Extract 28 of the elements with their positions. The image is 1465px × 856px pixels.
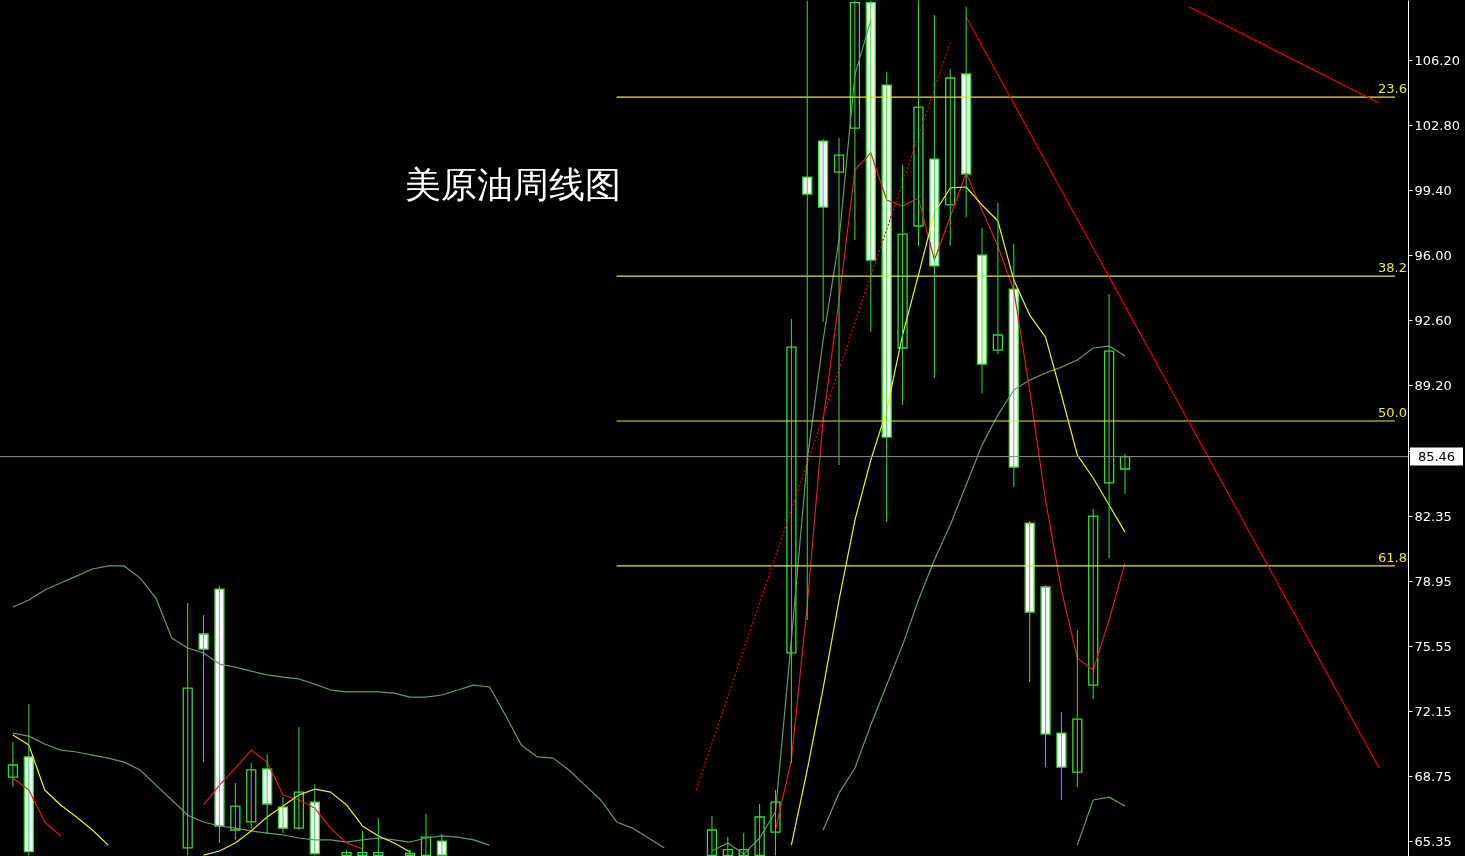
y-tick-label: 72.15: [1414, 703, 1452, 719]
candlestick: [929, 14, 940, 379]
candlestick: [1056, 711, 1067, 801]
y-tick-label: 102.80: [1414, 117, 1460, 133]
y-tick-label: 99.40: [1414, 182, 1452, 198]
ref-line-label: 85.46: [1417, 448, 1456, 464]
candlestick: [802, 0, 813, 621]
series-label: 38.2: [1378, 260, 1407, 276]
y-tick-label: 65.35: [1414, 833, 1452, 849]
y-tick-label: 106.20: [1414, 52, 1460, 68]
y-tick-label: 68.75: [1414, 768, 1452, 784]
y-tick-label: 78.95: [1414, 573, 1452, 589]
y-tick-label: 82.35: [1414, 508, 1452, 524]
y-tick-label: 89.20: [1414, 377, 1452, 393]
y-tick-label: 96.00: [1414, 247, 1452, 263]
candlestick: [786, 318, 797, 764]
series-label: 50.0: [1378, 405, 1407, 421]
y-tick-label: 75.55: [1414, 638, 1452, 654]
line-series: [1076, 796, 1126, 846]
text: 美原油周线图: [405, 165, 621, 205]
candlestick: [198, 614, 209, 763]
candlestick: [897, 164, 908, 406]
series-label: 23.6: [1378, 81, 1407, 97]
candlestick: [1040, 584, 1051, 768]
candlestick: [214, 585, 225, 844]
series-label: 61.8: [1378, 549, 1407, 565]
candlestick: [230, 782, 241, 841]
y-tick-label: 92.60: [1414, 312, 1452, 328]
